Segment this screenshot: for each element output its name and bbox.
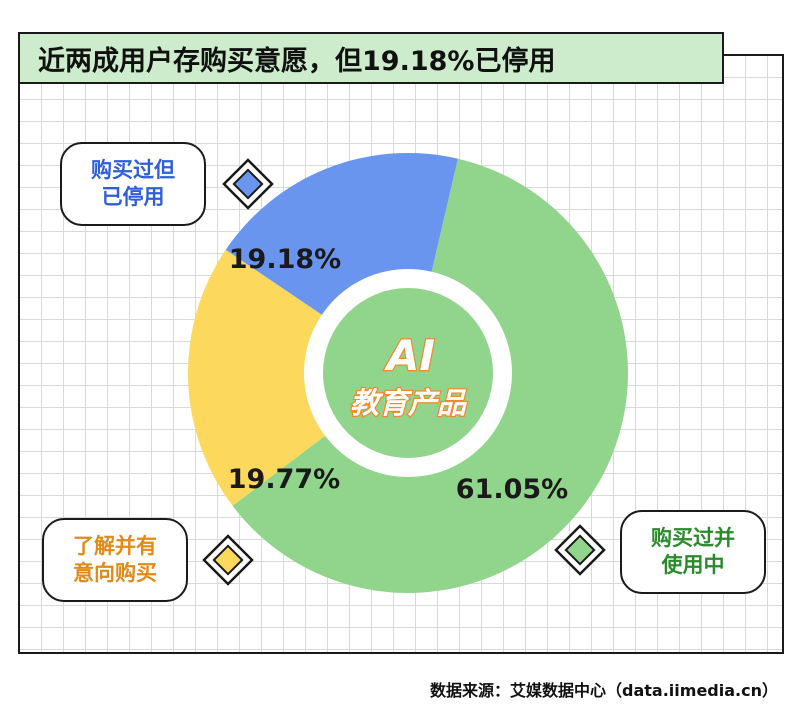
center-label-ai: AI [384,331,435,380]
value-label: 61.05% [456,474,568,505]
value-label: 19.18% [229,244,341,275]
callout-stopped: 购买过但 已停用 [60,142,206,226]
marker-using-fill [564,534,596,566]
slice-intend [187,249,408,506]
value-label: 19.77% [228,464,340,495]
center-label-product: 教育产品 [350,386,468,420]
marker-stopped-fill [232,168,264,200]
callout-using: 购买过并 使用中 [620,510,766,594]
chart-title: 近两成用户存购买意愿，但19.18%已停用 [18,32,724,84]
center-circle [323,288,493,458]
data-source: 数据来源：艾媒数据中心（data.iimedia.cn） [430,681,778,700]
callout-intend: 了解并有 意向购买 [42,518,188,602]
marker-intend-fill [212,544,244,576]
